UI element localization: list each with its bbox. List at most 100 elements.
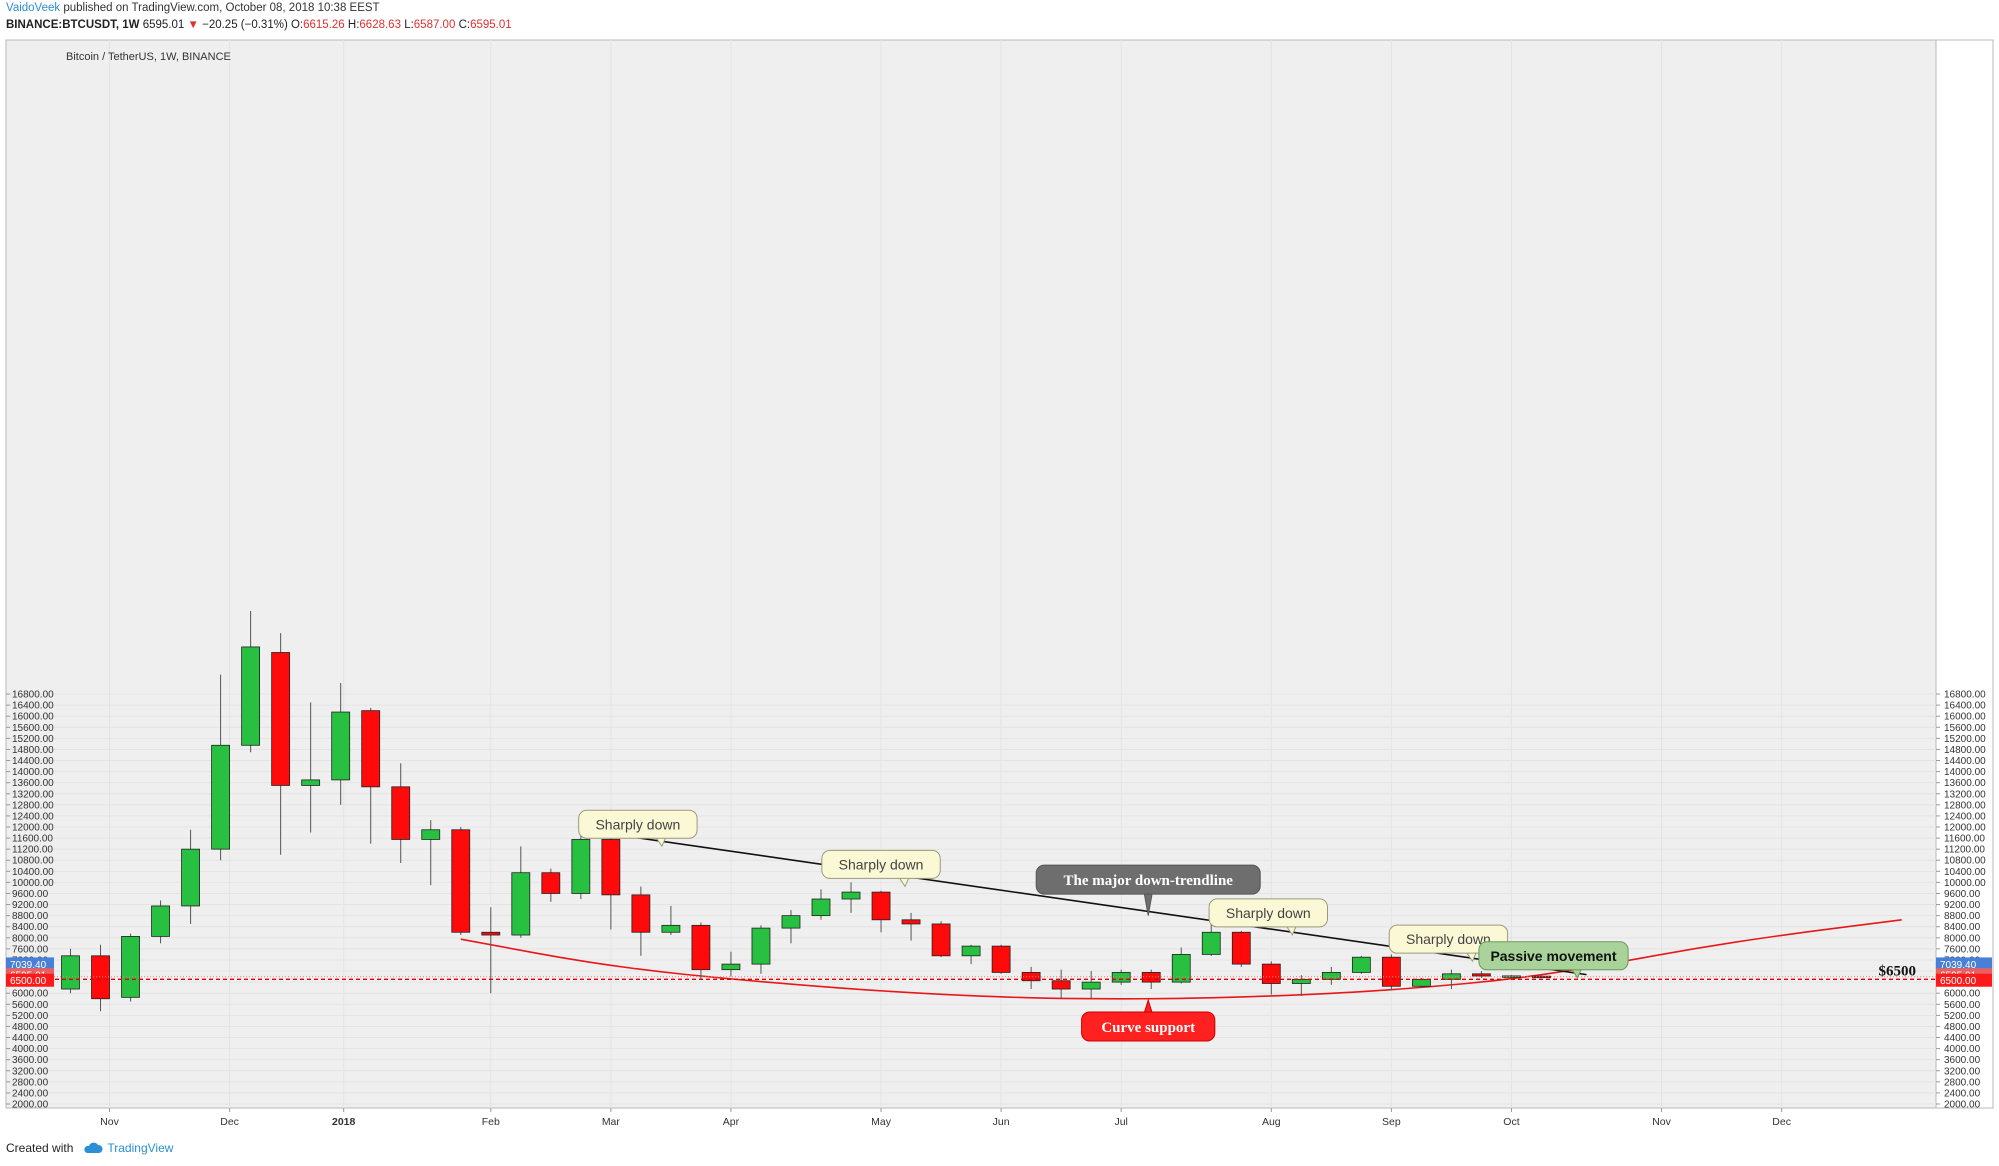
annotation-box (1208, 898, 1328, 928)
candle-body (1171, 954, 1191, 983)
candle-body (1051, 980, 1071, 990)
y-tick-label-right: 15200.00 (1944, 734, 1986, 745)
candle-body (181, 848, 200, 907)
y-tick-label-left: 14400.00 (12, 756, 54, 767)
candle-body (151, 905, 170, 937)
candle-body (421, 829, 441, 840)
candle-body (211, 744, 231, 850)
y-tick-label-left: 16400.00 (12, 701, 54, 712)
y-tick-label-right: 8400.00 (1944, 922, 1981, 933)
chart-title: Bitcoin / TetherUS, 1W, BINANCE (66, 51, 231, 63)
y-tick-label-right: 4800.00 (1944, 1022, 1981, 1033)
candle-body (301, 779, 321, 786)
candle-body (661, 924, 681, 933)
y-tick-label-left: 13200.00 (12, 789, 54, 800)
y-tick-label-right: 3600.00 (1944, 1055, 1981, 1066)
y-tick-label-left: 13600.00 (12, 778, 54, 789)
annotation-box (1388, 924, 1509, 954)
open-value: 6615.26 (303, 19, 345, 31)
candle-body (1231, 931, 1251, 965)
y-tick-label-right: 12400.00 (1944, 811, 1986, 822)
y-tick-label-left: 3600.00 (12, 1055, 49, 1066)
y-tick-label-right: 11600.00 (1944, 834, 1985, 845)
candle-body (901, 919, 921, 925)
y-tick-label-left: 11200.00 (12, 845, 53, 856)
x-tick-label: Sep (1382, 1116, 1401, 1128)
y-tick-label-right: 16400.00 (1944, 701, 1986, 712)
candle-body (1081, 981, 1101, 990)
y-tick-label-left: 8400.00 (12, 922, 49, 933)
candle-body (1472, 973, 1491, 977)
y-tick-label-right: 10800.00 (1944, 856, 1986, 867)
close-value: 6595.01 (470, 19, 512, 31)
y-tick-label-left: 5200.00 (12, 1011, 49, 1022)
annotation-red: Curve support (1081, 998, 1216, 1042)
candle-body (1111, 972, 1131, 983)
y-tick-label-right: 7600.00 (1944, 944, 1981, 955)
y-tick-label-left: 9600.00 (12, 889, 49, 900)
y-tick-label-left: 8000.00 (12, 933, 49, 944)
tradingview-link[interactable]: TradingView (83, 1141, 173, 1155)
publish-header: VaidoVeek published on TradingView.com, … (6, 2, 380, 14)
y-tick-label-right: 9600.00 (1944, 889, 1981, 900)
y-tick-label-left: 11600.00 (12, 834, 53, 845)
candle-body (1412, 978, 1431, 987)
y-tick-label-left: 6000.00 (12, 989, 49, 1000)
y-tick-label-left: 4000.00 (12, 1044, 49, 1055)
publish-info: published on TradingView.com, October 08… (63, 2, 380, 14)
candle-body (1381, 956, 1401, 987)
low-value: 6587.00 (413, 19, 456, 31)
low-label: L: (404, 19, 414, 31)
annotation-cream: Sharply down (821, 849, 941, 888)
x-tick-label: Mar (602, 1116, 621, 1128)
y-tick-label-right: 12800.00 (1944, 800, 1986, 811)
y-tick-label-right: 15600.00 (1944, 723, 1986, 734)
tradingview-label: TradingView (107, 1141, 174, 1155)
x-tick-label: Nov (100, 1116, 119, 1128)
candle-body (781, 915, 801, 929)
annotation-cream: Sharply down (1388, 924, 1509, 963)
candle-body (871, 891, 891, 921)
y-tick-label-right: 8800.00 (1944, 911, 1981, 922)
candle-body (631, 894, 651, 933)
horizontal-lines-layer: $6500 (6, 963, 1936, 981)
annotation-label: Sharply down (839, 856, 924, 872)
x-tick-label: Nov (1652, 1116, 1671, 1128)
x-tick-label: Dec (1772, 1116, 1791, 1128)
candle-body (571, 839, 591, 894)
symbol-label: BINANCE:BTCUSDT, 1W (6, 19, 140, 31)
y-tick-label-right: 16800.00 (1944, 690, 1986, 701)
annotation-green: Passive movement (1478, 941, 1629, 979)
candle-body (1141, 972, 1161, 983)
symbol-header: BINANCE:BTCUSDT, 1W 6595.01 ▼ −20.25 (−0… (6, 19, 512, 31)
candle-body (391, 786, 411, 840)
candle-body (511, 872, 531, 936)
author-link[interactable]: VaidoVeek (6, 2, 61, 14)
x-tick-label: Apr (723, 1116, 740, 1128)
open-label: O: (290, 19, 304, 31)
y-tick-label-right: 5600.00 (1944, 1000, 1981, 1011)
y-tick-label-left: 15200.00 (12, 734, 54, 745)
high-label: H: (347, 19, 360, 31)
annotation-box (578, 809, 698, 839)
candle-body (1021, 972, 1041, 982)
cloud-icon (84, 1142, 103, 1153)
created-with-label: Created with (6, 1141, 74, 1155)
price-badge-label-left: 7039.40 (10, 960, 47, 971)
x-tick-label: Aug (1262, 1116, 1281, 1128)
candle-body (271, 652, 291, 786)
price-badge-right (1936, 957, 1992, 971)
annotation-label: Sharply down (595, 816, 680, 832)
y-tick-label-left: 12000.00 (12, 823, 54, 834)
y-tick-label-left: 12400.00 (12, 811, 54, 822)
candle-body (91, 955, 110, 1000)
candle-body (811, 898, 831, 917)
down-arrow-icon: ▼ (187, 19, 199, 31)
y-tick-label-left: 16000.00 (12, 712, 54, 723)
curve-support-layer (460, 919, 1902, 1000)
x-tick-label: Oct (1503, 1116, 1519, 1128)
support-6500-label: $6500 (1879, 963, 1917, 979)
candles-layer (61, 610, 1551, 1012)
x-tick-label: Jul (1114, 1116, 1127, 1128)
